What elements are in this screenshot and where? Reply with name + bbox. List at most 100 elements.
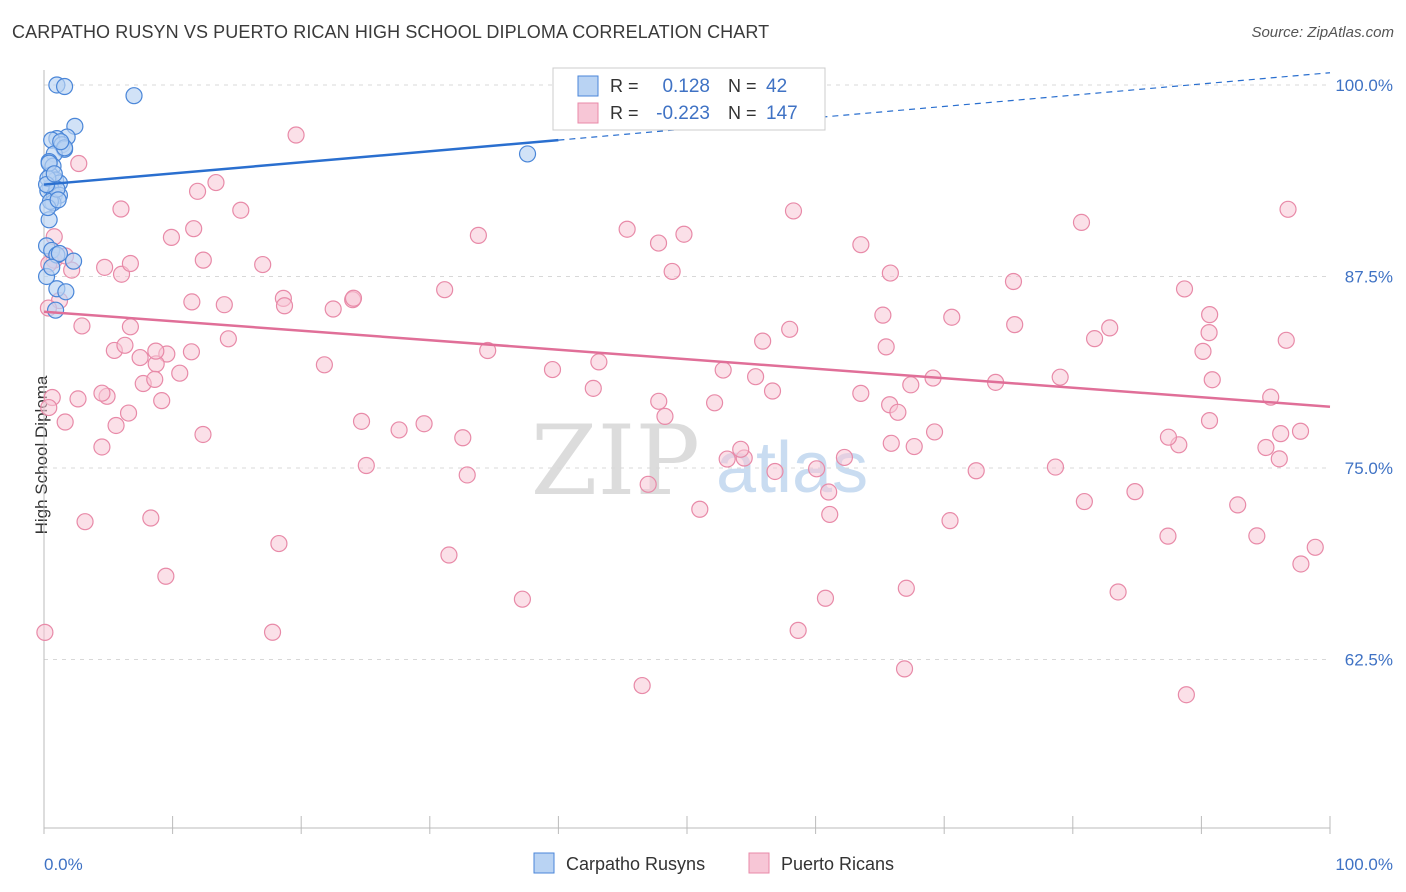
puerto-rican-point (96, 258, 114, 276)
puerto-rican-point (458, 466, 476, 484)
puerto-rican-point (479, 341, 497, 360)
puerto-rican-point (73, 317, 91, 335)
puerto-rican-point (1101, 319, 1119, 337)
puerto-rican-point (543, 360, 562, 379)
puerto-rican-point (219, 330, 237, 348)
puerto-rican-point (1194, 342, 1212, 360)
stats-legend-r-value: -0.223 (656, 103, 710, 124)
legend-label-carpatho-rusyns: Carpatho Rusyns (566, 854, 705, 874)
x-tick-label-min: 0.0% (44, 855, 83, 874)
puerto-rican-point (121, 318, 140, 336)
puerto-rican-point (157, 567, 175, 585)
puerto-rican-point (889, 403, 907, 421)
puerto-rican-point (1085, 330, 1104, 348)
puerto-rican-point (70, 154, 88, 173)
puerto-rican-point (182, 343, 201, 361)
puerto-rican-point (1306, 538, 1324, 556)
puerto-rican-point (897, 579, 915, 597)
carpatho-rusyn-point (55, 77, 74, 96)
legend-label-puerto-ricans: Puerto Ricans (781, 854, 894, 874)
puerto-rican-point (895, 660, 914, 678)
carpatho-rusyn-point (64, 252, 83, 270)
puerto-rican-point (183, 293, 201, 311)
puerto-rican-point (874, 306, 892, 324)
puerto-rican-point (147, 342, 165, 360)
puerto-rican-point (649, 234, 668, 252)
puerto-rican-point (784, 202, 803, 220)
puerto-rican-point (1046, 458, 1065, 476)
puerto-rican-point (1270, 450, 1288, 468)
puerto-rican-point (1248, 527, 1266, 545)
carpatho-rusyn-trendline-extension (558, 72, 1331, 141)
puerto-rican-point (112, 200, 130, 218)
puerto-rican-point (171, 364, 189, 382)
puerto-rican-point (76, 513, 94, 531)
stats-legend-r-value: 0.128 (662, 76, 710, 97)
puerto-rican-point (436, 281, 454, 299)
puerto-rican-point (188, 182, 207, 200)
puerto-rican-point (1277, 331, 1295, 349)
puerto-rican-point (1257, 438, 1275, 457)
puerto-rican-point (1272, 425, 1290, 443)
puerto-rican-point (40, 398, 58, 417)
puerto-rican-point (705, 394, 724, 412)
puerto-rican-point (925, 423, 944, 441)
puerto-rican-point (1126, 483, 1144, 501)
carpatho-rusyn-point (50, 244, 69, 263)
puerto-rican-point (263, 623, 282, 641)
puerto-rican-point (454, 429, 472, 447)
puerto-rican-point (270, 534, 288, 553)
puerto-rican-point (590, 353, 608, 371)
carpatho-rusyn-point (43, 258, 61, 276)
puerto-rican-point (1229, 496, 1247, 514)
puerto-rican-point (881, 264, 899, 282)
puerto-rican-point (357, 456, 375, 475)
puerto-rican-point (390, 421, 408, 439)
puerto-rican-point (763, 382, 782, 400)
puerto-rican-point (513, 590, 532, 608)
puerto-rican-point (1200, 412, 1219, 430)
stats-legend-r-label: R = (610, 76, 639, 96)
puerto-rican-point (153, 392, 171, 410)
puerto-rican-point (732, 440, 750, 458)
legend-swatch-carpatho-rusyns (533, 852, 555, 874)
puerto-rican-point (469, 226, 487, 244)
chart-source: Source: ZipAtlas.com (1251, 24, 1394, 41)
puerto-rican-point (835, 448, 854, 467)
puerto-rican-point (941, 512, 959, 530)
puerto-rican-point (107, 416, 125, 435)
puerto-rican-point (162, 228, 181, 246)
y-tick-label: 87.5% (1345, 267, 1393, 286)
carpatho-rusyn-point (45, 165, 63, 183)
puerto-rican-point (1109, 583, 1127, 601)
puerto-rican-point (691, 500, 709, 518)
puerto-rican-point (1177, 686, 1195, 704)
puerto-rican-point (754, 332, 772, 350)
puerto-rican-point (656, 407, 674, 425)
puerto-rican-point (714, 361, 732, 379)
puerto-rican-point (1201, 306, 1219, 324)
puerto-rican-point (352, 412, 371, 430)
puerto-rican-point (584, 379, 602, 397)
puerto-rican-point (254, 255, 272, 274)
puerto-rican-point (905, 437, 923, 456)
puerto-rican-point (902, 376, 920, 394)
puerto-rican-point (194, 425, 212, 444)
puerto-rican-point (1072, 213, 1091, 232)
puerto-rican-point (747, 368, 765, 386)
puerto-rican-point (789, 621, 807, 639)
carpatho-rusyn-trendline (43, 138, 559, 186)
carpatho-rusyn-point (57, 283, 75, 301)
stats-legend-r-label: R = (610, 103, 639, 123)
carpatho-rusyn-point (46, 301, 65, 319)
puerto-rican-point (1159, 428, 1178, 446)
puerto-rican-point (618, 220, 636, 238)
puerto-rican-point (93, 384, 111, 402)
legend-swatch-puerto-ricans (748, 852, 770, 874)
stats-legend-swatch (577, 102, 599, 124)
puerto-rican-point (1279, 200, 1297, 218)
puerto-rican-point (275, 297, 294, 315)
puerto-rican-point (315, 356, 333, 374)
puerto-rican-point (675, 225, 693, 243)
